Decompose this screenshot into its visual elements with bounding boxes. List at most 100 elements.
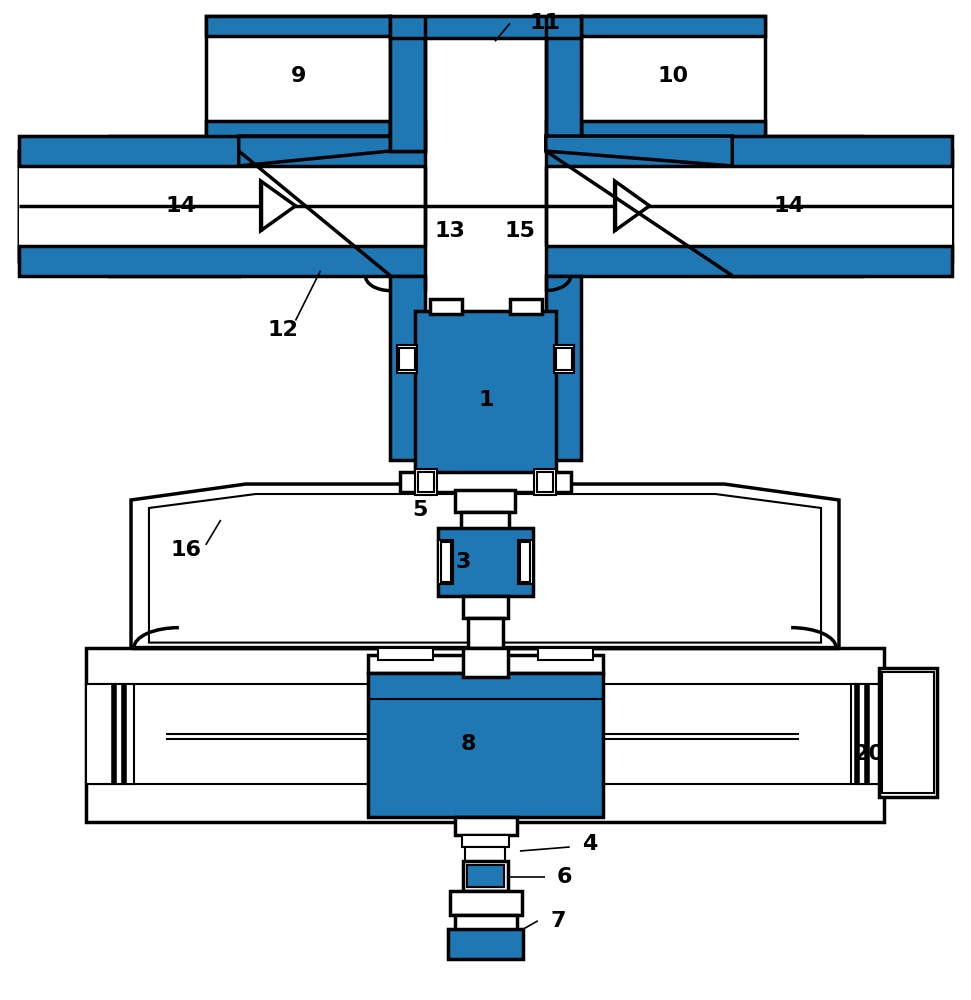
Bar [882, 672, 934, 793]
Text: 10: 10 [658, 66, 689, 86]
Bar [546, 36, 581, 151]
Bar [206, 16, 390, 141]
Bar [430, 299, 462, 314]
Bar [546, 276, 581, 460]
Bar [368, 673, 603, 817]
Text: 15: 15 [505, 221, 535, 241]
Bar [462, 835, 509, 847]
Bar [425, 16, 546, 156]
Bar [441, 542, 452, 582]
Bar [109, 151, 239, 261]
Bar [553, 345, 574, 373]
Text: 6: 6 [557, 867, 573, 887]
Bar [468, 618, 503, 648]
Polygon shape [260, 181, 295, 231]
Bar [109, 151, 239, 261]
Bar [390, 276, 425, 460]
Bar [416, 469, 437, 495]
Bar [425, 121, 546, 291]
Polygon shape [149, 494, 821, 643]
Text: 12: 12 [267, 320, 298, 340]
Bar [862, 151, 952, 261]
Bar [206, 121, 390, 141]
Bar [451, 891, 521, 915]
Bar [534, 469, 555, 495]
Bar [448, 929, 523, 959]
Bar [546, 121, 581, 151]
Text: 14: 14 [774, 196, 805, 216]
Bar [390, 276, 425, 460]
Bar [379, 648, 433, 660]
Bar [86, 684, 134, 784]
Text: 9: 9 [291, 66, 306, 86]
Bar [400, 472, 571, 492]
Text: 20: 20 [854, 744, 885, 764]
Bar [546, 36, 581, 151]
Bar [390, 16, 581, 38]
Bar [467, 865, 504, 887]
Bar [465, 847, 505, 862]
Bar [419, 472, 434, 492]
Bar [416, 311, 555, 475]
Bar [455, 490, 515, 512]
Bar [86, 648, 884, 822]
Text: 3: 3 [455, 552, 471, 572]
Bar [206, 16, 390, 36]
Bar [732, 136, 862, 276]
Bar [390, 36, 425, 151]
Bar [461, 512, 509, 530]
Bar [546, 121, 581, 151]
Bar [463, 861, 508, 891]
Bar [455, 817, 517, 835]
Text: 8: 8 [460, 734, 476, 754]
Bar [206, 121, 390, 141]
Bar [537, 472, 552, 492]
Bar [455, 915, 517, 930]
Bar [879, 668, 937, 797]
Bar [732, 151, 862, 261]
Bar [519, 542, 530, 582]
Bar [438, 528, 533, 596]
Text: 14: 14 [165, 196, 196, 216]
Polygon shape [546, 136, 732, 166]
Bar [368, 655, 603, 673]
Bar [581, 16, 765, 141]
Bar [390, 16, 581, 38]
Bar [206, 16, 390, 36]
Bar [438, 528, 533, 596]
Bar [399, 348, 416, 370]
Bar [448, 929, 523, 959]
Bar [581, 16, 765, 36]
Bar [581, 121, 765, 141]
Bar [463, 596, 508, 618]
Bar [19, 151, 109, 261]
Bar [902, 171, 952, 241]
Polygon shape [546, 136, 732, 166]
Bar [19, 151, 109, 261]
Bar [19, 136, 952, 166]
Polygon shape [615, 181, 650, 231]
Bar [463, 648, 508, 677]
Bar [581, 16, 765, 36]
Bar [109, 136, 239, 276]
Text: 4: 4 [582, 834, 597, 854]
Bar [538, 648, 592, 660]
Bar [390, 121, 425, 151]
Polygon shape [239, 136, 390, 166]
Text: 5: 5 [413, 500, 428, 520]
Bar [368, 673, 603, 817]
Bar [19, 136, 952, 166]
Bar [518, 540, 533, 584]
Text: 1: 1 [479, 390, 493, 410]
Bar [546, 276, 581, 460]
Bar [862, 151, 952, 261]
Bar [555, 348, 572, 370]
Bar [467, 865, 504, 887]
Bar [390, 36, 425, 151]
Text: 13: 13 [435, 221, 465, 241]
Text: 16: 16 [170, 540, 201, 560]
Polygon shape [131, 484, 839, 648]
Bar [19, 246, 952, 276]
Bar [581, 121, 765, 141]
Bar [19, 166, 952, 246]
